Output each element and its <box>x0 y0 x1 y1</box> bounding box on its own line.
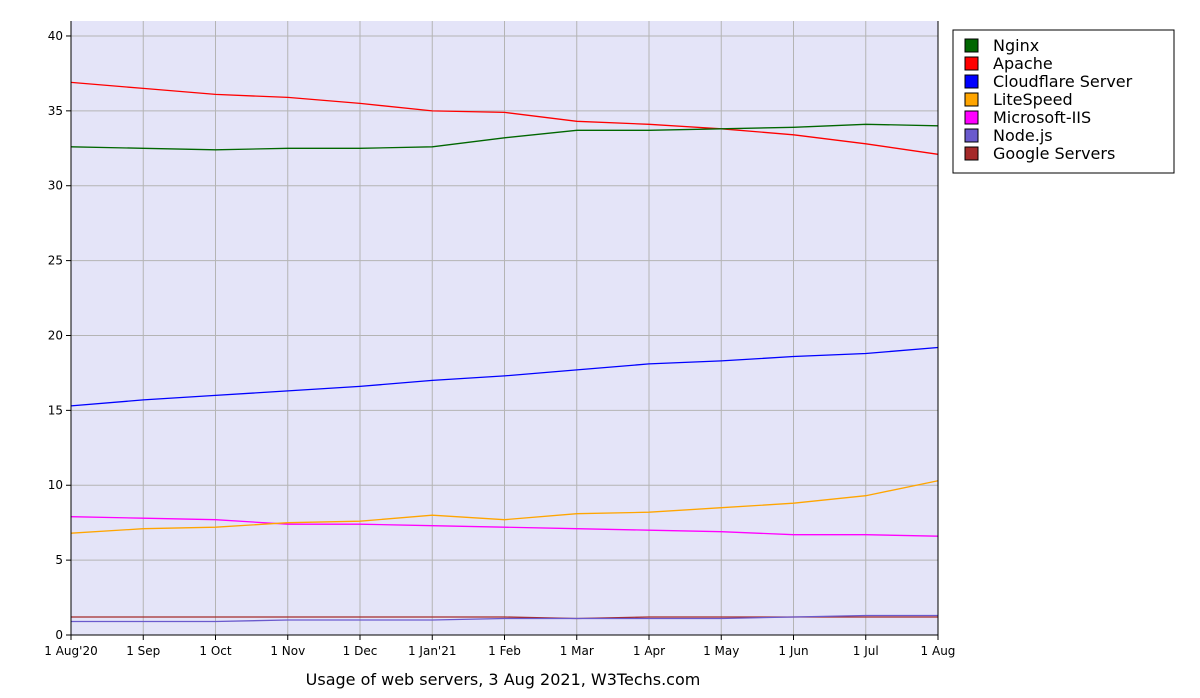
series-line-cloudflare-server <box>70 346 939 407</box>
x-tick-label: 1 Jan'21 <box>408 644 457 658</box>
x-tick-label: 1 Apr <box>633 644 665 658</box>
legend-label-cloudflare-server: Cloudflare Server <box>993 72 1133 91</box>
chart-caption: Usage of web servers, 3 Aug 2021, W3Tech… <box>306 670 701 689</box>
y-tick-label: 15 <box>48 403 63 417</box>
y-tick-label: 20 <box>48 328 63 342</box>
y-tick-label: 30 <box>48 179 63 193</box>
x-tick-label: 1 Jul <box>853 644 879 658</box>
y-tick-label: 10 <box>48 478 63 492</box>
legend-swatch-microsoft-iis <box>964 110 979 125</box>
x-tick-label: 1 Nov <box>270 644 305 658</box>
y-tick-label: 35 <box>48 104 63 118</box>
legend-swatch-apache <box>964 56 979 71</box>
legend-label-nginx: Nginx <box>993 36 1039 55</box>
series-lines <box>70 81 939 623</box>
legend-label-apache: Apache <box>993 54 1053 73</box>
x-tick-label: 1 Dec <box>343 644 378 658</box>
series-line-microsoft-iis <box>70 516 939 537</box>
y-tick-labels: 0 5 10 15 20 25 30 35 40 <box>48 29 71 642</box>
legend-label-google-servers: Google Servers <box>993 144 1115 163</box>
series-line-litespeed <box>70 480 939 534</box>
x-tick-label: 1 Mar <box>560 644 594 658</box>
series-line-node-js <box>71 614 938 623</box>
legend-swatch-nginx <box>964 38 979 53</box>
series-line-apache <box>70 81 939 155</box>
grid-lines <box>71 21 938 635</box>
x-tick-label: 1 Sep <box>126 644 160 658</box>
legend-box <box>952 29 1175 174</box>
x-tick-label: 1 May <box>703 644 739 658</box>
y-tick-label: 40 <box>48 29 63 43</box>
legend-label-litespeed: LiteSpeed <box>993 90 1073 109</box>
y-tick-label: 25 <box>48 254 63 268</box>
legend-swatch-litespeed <box>964 92 979 107</box>
legend-label-microsoft-iis: Microsoft-IIS <box>993 108 1091 127</box>
x-tick-labels: 1 Aug'20 1 Sep 1 Oct 1 Nov 1 Dec 1 Jan'21 1 Fe… <box>44 635 955 658</box>
y-tick-label: 5 <box>55 553 63 567</box>
x-tick-label: 1 Feb <box>488 644 521 658</box>
x-tick-label: 1 Aug'20 <box>44 644 97 658</box>
x-tick-label: 1 Aug <box>921 644 956 658</box>
x-tick-label: 1 Oct <box>199 644 231 658</box>
y-tick-label: 0 <box>55 628 63 642</box>
legend-swatch-cloudflare-server <box>964 74 979 89</box>
legend-swatch-google-servers <box>964 146 979 161</box>
legend-label-node-js: Node.js <box>993 126 1053 145</box>
x-tick-label: 1 Jun <box>778 644 808 658</box>
legend-swatch-node-js <box>964 128 979 143</box>
series-line-nginx <box>70 123 939 151</box>
